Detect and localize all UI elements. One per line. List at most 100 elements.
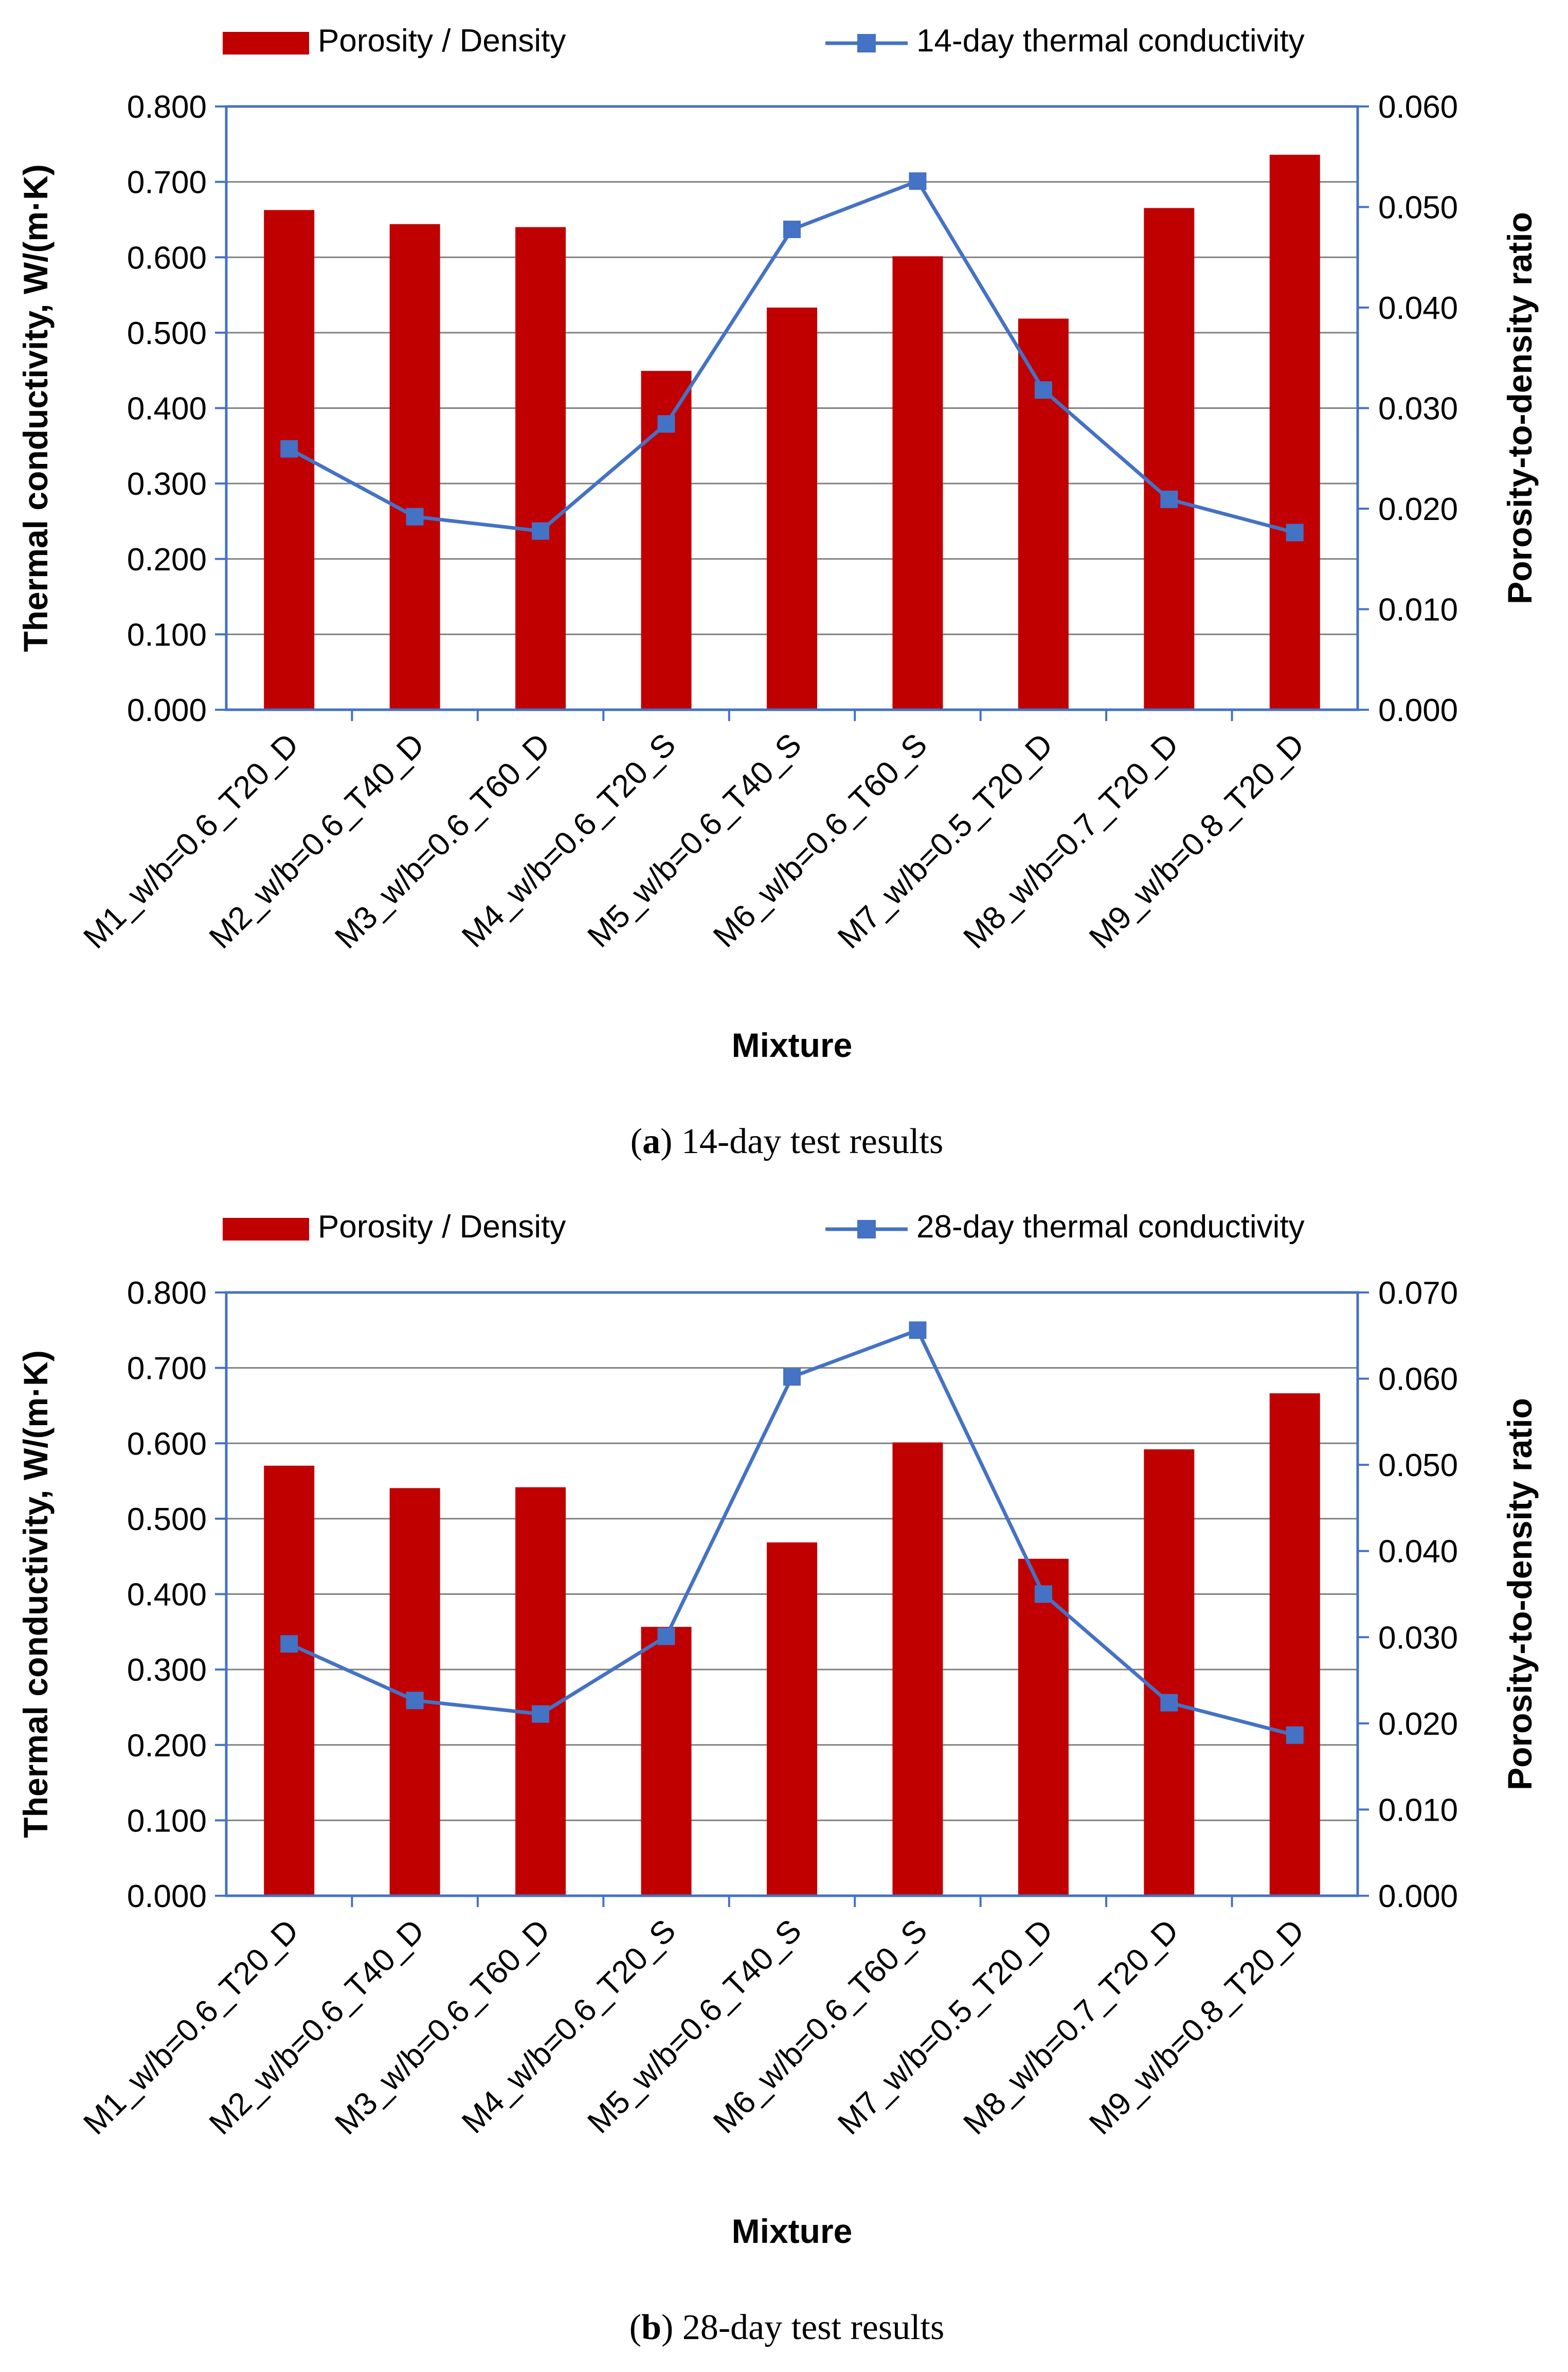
x-tick-label: M7_w/b=0.5_T20_D <box>831 1913 1060 2142</box>
y-tick-label: 0.300 <box>127 466 207 502</box>
bar <box>892 1442 943 1896</box>
caption-text: ) 14-day test results <box>660 1122 943 1161</box>
y2-tick-label: 0.040 <box>1378 291 1458 326</box>
bar <box>1144 1449 1195 1896</box>
y2-tick-label: 0.060 <box>1378 1362 1458 1397</box>
line-series <box>280 172 1304 542</box>
line-marker <box>909 1321 927 1339</box>
bar-series <box>264 154 1320 710</box>
x-axis-title: Mixture <box>732 2212 853 2250</box>
line-marker <box>783 1368 801 1386</box>
legend-line-label: 14-day thermal conductivity <box>916 23 1305 59</box>
x-tick-label: M8_w/b=0.7_T20_D <box>957 1913 1185 2142</box>
legend-line-marker <box>857 34 876 52</box>
line-marker <box>532 1705 550 1723</box>
y2-tick-label: 0.010 <box>1378 592 1458 628</box>
line-marker <box>1286 524 1304 542</box>
legend: Porosity / Density 14-day thermal conduct… <box>223 23 1305 59</box>
y2-tick-label: 0.060 <box>1378 89 1458 125</box>
y-tick-label: 0.700 <box>127 165 207 201</box>
x-tick-label: M9_w/b=0.8_T20_D <box>1083 727 1311 956</box>
y2-tick-label: 0.010 <box>1378 1792 1458 1828</box>
caption-open: ( <box>630 1122 642 1161</box>
bar <box>1269 1393 1320 1896</box>
bar <box>767 308 817 710</box>
x-tick-label: M1_w/b=0.6_T20_D <box>77 1913 305 2142</box>
plot-frame <box>225 1291 1359 1897</box>
bar <box>1144 208 1195 710</box>
y2-axis-title: Porosity-to-density ratio <box>1501 1398 1539 1790</box>
figure-caption: (a) 14-day test results <box>630 1122 943 1161</box>
bar <box>389 224 440 710</box>
x-tick-label: M2_w/b=0.6_T40_D <box>203 1913 431 2142</box>
bar <box>515 1487 566 1896</box>
chart-14-day: Porosity / Density 14-day thermal conduct… <box>16 23 1539 1161</box>
line-marker <box>1160 490 1178 508</box>
plot-frame <box>225 105 1359 711</box>
y2-tick-label: 0.050 <box>1378 190 1458 226</box>
chart-28-day: Porosity / Density 28-day thermal conduct… <box>16 1209 1539 2347</box>
bar-series <box>264 1393 1320 1896</box>
caption-label: b <box>641 2308 661 2347</box>
bar <box>1018 318 1069 710</box>
y2-tick-label: 0.030 <box>1378 391 1458 427</box>
x-tick-label: M5_w/b=0.6_T40_S <box>581 1913 808 2140</box>
bar <box>264 1465 315 1896</box>
y-tick-label: 0.000 <box>127 693 207 728</box>
x-tick-label: M3_w/b=0.6_T60_D <box>328 1913 557 2142</box>
x-tick-label: M9_w/b=0.8_T20_D <box>1083 1913 1311 2142</box>
y2-tick-label: 0.070 <box>1378 1275 1458 1311</box>
caption-text: ) 28-day test results <box>661 2308 944 2347</box>
y-tick-label: 0.500 <box>127 1502 207 1537</box>
y-tick-label: 0.000 <box>127 1879 207 1914</box>
y-tick-label: 0.200 <box>127 1728 207 1764</box>
line-marker <box>406 1692 424 1710</box>
y2-tick-label: 0.030 <box>1378 1620 1458 1656</box>
x-tick-label: M4_w/b=0.6_T20_S <box>455 727 682 954</box>
legend-line-label: 28-day thermal conductivity <box>916 1209 1305 1245</box>
legend-bar-swatch <box>223 1218 309 1241</box>
y-tick-label: 0.800 <box>127 89 207 125</box>
x-tick-label: M4_w/b=0.6_T20_S <box>455 1913 682 2140</box>
line-marker <box>1034 1585 1052 1603</box>
x-tick-label: M8_w/b=0.7_T20_D <box>957 727 1185 956</box>
x-tick-label: M6_w/b=0.6_T60_S <box>707 1913 934 2140</box>
y-tick-label: 0.500 <box>127 316 207 351</box>
y-tick-label: 0.100 <box>127 617 207 653</box>
y2-tick-label: 0.000 <box>1378 1879 1458 1914</box>
bar <box>1018 1558 1069 1896</box>
line-marker <box>1034 381 1052 399</box>
bar <box>641 1627 692 1896</box>
y-tick-label: 0.400 <box>127 391 207 427</box>
y-axis-title: Thermal conductivity, W/(m·K) <box>16 1350 55 1838</box>
x-tick-label: M3_w/b=0.6_T60_D <box>328 727 557 956</box>
y-tick-label: 0.800 <box>127 1275 207 1311</box>
line-marker <box>1286 1726 1304 1744</box>
bar <box>767 1542 817 1896</box>
line-marker <box>657 1627 675 1645</box>
x-tick-label: M6_w/b=0.6_T60_S <box>707 727 934 954</box>
y2-tick-label: 0.020 <box>1378 1706 1458 1742</box>
caption-open: ( <box>629 2308 641 2347</box>
legend-line-marker <box>857 1220 876 1238</box>
x-tick-label: M7_w/b=0.5_T20_D <box>831 727 1060 956</box>
line-marker <box>657 415 675 433</box>
x-axis-title: Mixture <box>732 1026 853 1064</box>
y2-tick-label: 0.050 <box>1378 1448 1458 1483</box>
x-tick-label: M1_w/b=0.6_T20_D <box>77 727 305 956</box>
legend-bar-label: Porosity / Density <box>318 1209 566 1245</box>
legend-bar-label: Porosity / Density <box>318 23 566 59</box>
y-tick-label: 0.700 <box>127 1351 207 1387</box>
y2-tick-label: 0.020 <box>1378 492 1458 527</box>
x-tick-label: M2_w/b=0.6_T40_D <box>203 727 431 956</box>
bar <box>892 256 943 710</box>
line-marker <box>1160 1694 1178 1712</box>
y-tick-label: 0.300 <box>127 1652 207 1688</box>
y-tick-label: 0.400 <box>127 1577 207 1613</box>
line-marker <box>532 522 550 540</box>
line-marker <box>406 508 424 526</box>
line-marker <box>909 172 927 190</box>
line-series <box>280 1321 1304 1744</box>
y2-tick-label: 0.000 <box>1378 693 1458 728</box>
y-tick-label: 0.600 <box>127 1426 207 1462</box>
